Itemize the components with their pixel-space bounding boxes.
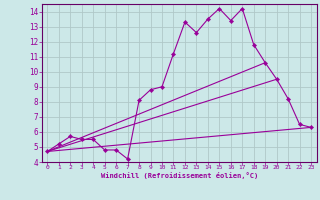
X-axis label: Windchill (Refroidissement éolien,°C): Windchill (Refroidissement éolien,°C): [100, 172, 258, 179]
